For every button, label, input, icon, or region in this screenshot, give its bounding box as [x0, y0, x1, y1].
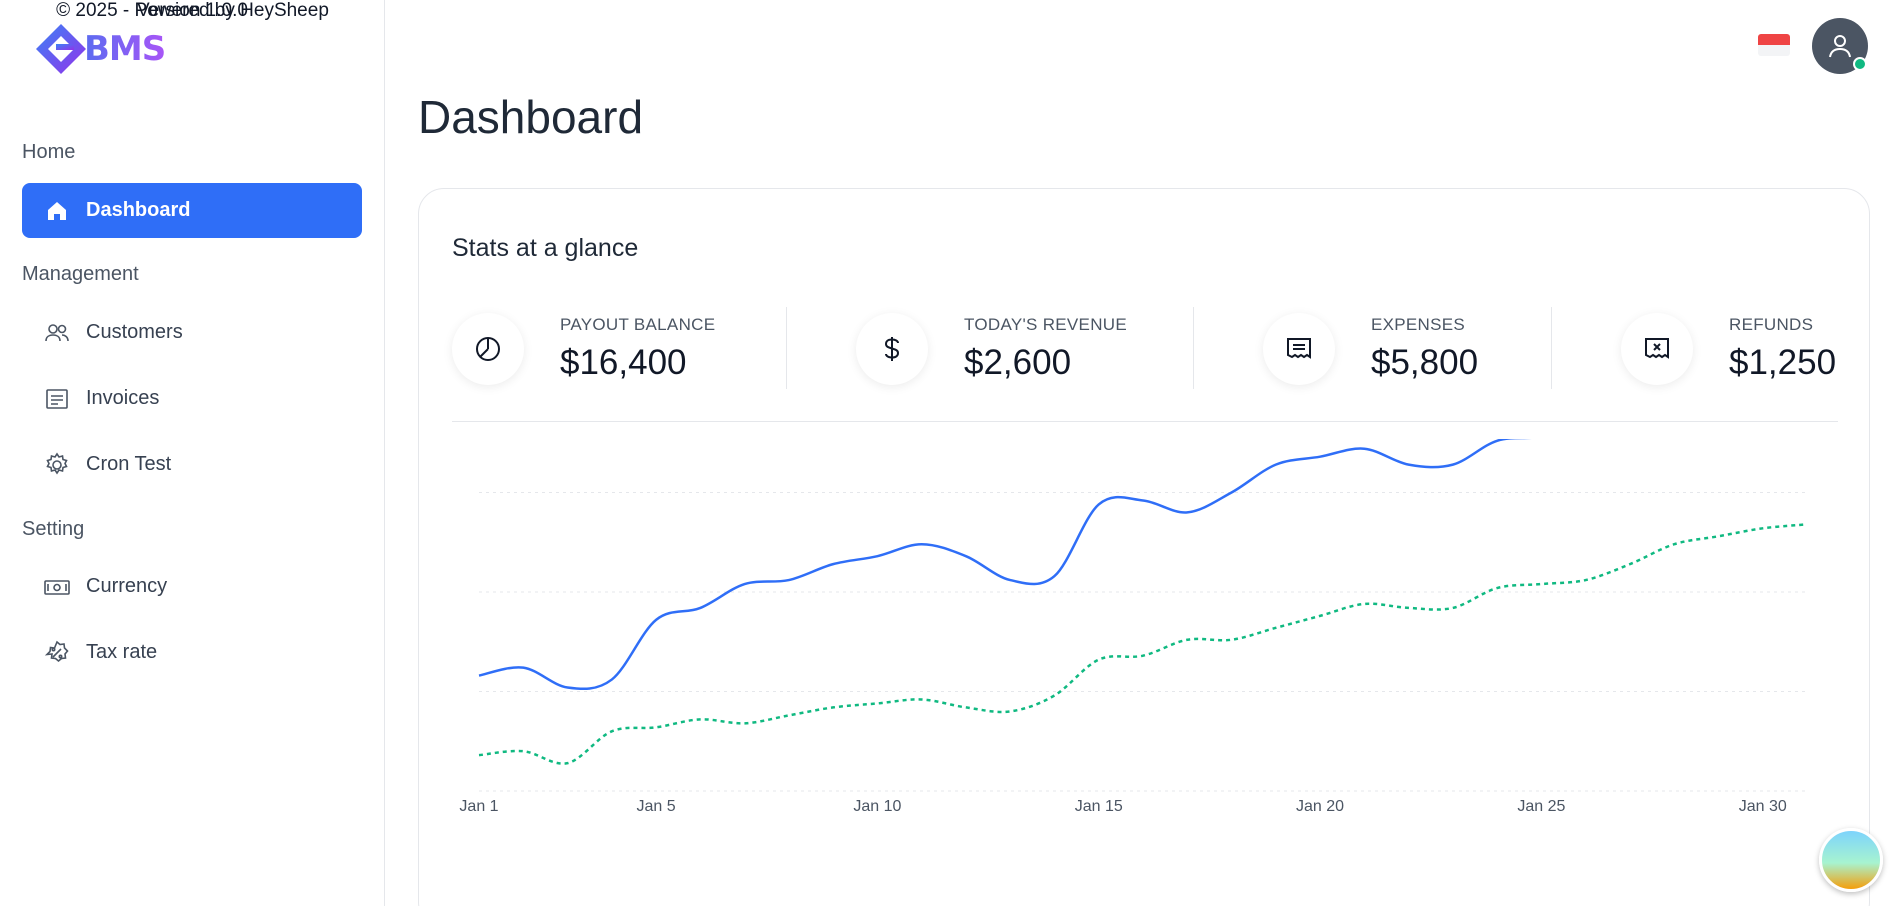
- nav-section-setting: Setting: [22, 518, 85, 540]
- percent-badge-icon: [44, 640, 70, 666]
- stats-card: Stats at a glance PAYOUT BALANCE $16,400…: [418, 188, 1870, 906]
- sidebar-item-label: Currency: [86, 575, 168, 597]
- x-tick-label: Jan 10: [853, 798, 901, 815]
- sidebar-item-currency[interactable]: Currency: [22, 559, 362, 614]
- footer-version: Version 1.0.0: [137, 0, 248, 21]
- series-line-1: [478, 439, 1533, 691]
- dollar-icon: [856, 313, 928, 385]
- stat-expenses: EXPENSES $5,800: [1263, 309, 1478, 389]
- sidebar-item-label: Customers: [86, 321, 183, 343]
- sidebar-item-invoices[interactable]: Invoices: [22, 371, 362, 426]
- sidebar-item-tax-rate[interactable]: Tax rate: [22, 625, 362, 680]
- stat-label: REFUNDS: [1729, 315, 1814, 334]
- stat-label: EXPENSES: [1371, 315, 1466, 334]
- gear-icon: [44, 452, 70, 478]
- x-tick-label: Jan 30: [1739, 798, 1787, 815]
- stat-divider: [1193, 307, 1194, 389]
- stat-label: PAYOUT BALANCE: [560, 315, 716, 334]
- stat-value: $5,800: [1371, 343, 1479, 382]
- stat-payout-balance: PAYOUT BALANCE $16,400: [452, 309, 715, 389]
- sidebar-item-label: Dashboard: [86, 199, 191, 221]
- stat-divider: [786, 307, 787, 389]
- sidebar-item-label: Invoices: [86, 387, 160, 409]
- card-title: Stats at a glance: [452, 234, 639, 262]
- series-line-2: [478, 523, 1808, 765]
- sidebar-item-label: Tax rate: [86, 641, 158, 663]
- refund-receipt-icon: [1621, 313, 1693, 385]
- nav-section-home: Home: [22, 141, 76, 163]
- receipt-icon: [1263, 313, 1335, 385]
- stat-refunds: REFUNDS $1,250: [1621, 309, 1836, 389]
- x-tick-label: Jan 1: [459, 798, 498, 815]
- online-status-badge: [1853, 57, 1867, 71]
- x-tick-label: Jan 15: [1075, 798, 1123, 815]
- revenue-line-chart: Jan 1 Jan 5 Jan 10 Jan 15 Jan 20 Jan 25 Jan 30: [459, 439, 1808, 815]
- invoice-icon: [44, 386, 70, 412]
- stat-todays-revenue: TODAY'S REVENUE $2,600: [856, 309, 1127, 389]
- sidebar-item-customers[interactable]: Customers: [22, 305, 362, 360]
- stats-divider-rule: [452, 421, 1838, 422]
- stat-divider: [1551, 307, 1552, 389]
- footer-copyright: © 2025 - Powered by HeySheep: [56, 0, 329, 21]
- logo-mark-icon: [36, 24, 86, 74]
- users-icon: [44, 320, 70, 346]
- nav-section-management: Management: [22, 263, 139, 285]
- x-tick-label: Jan 20: [1296, 798, 1344, 815]
- stat-value: $2,600: [964, 343, 1072, 382]
- x-tick-label: Jan 25: [1517, 798, 1565, 815]
- singapore-flag-icon[interactable]: [1758, 34, 1790, 56]
- brand-logo[interactable]: BMS: [34, 22, 166, 76]
- stat-value: $16,400: [560, 343, 687, 382]
- stat-value: $1,250: [1729, 343, 1837, 382]
- home-icon: [44, 198, 70, 224]
- brand-name: BMS: [84, 29, 166, 69]
- x-tick-label: Jan 5: [636, 798, 675, 815]
- stat-label: TODAY'S REVENUE: [964, 315, 1127, 334]
- banknote-icon: [44, 574, 70, 600]
- sidebar: BMS Home Dashboard Management Customers …: [0, 0, 385, 906]
- sidebar-item-label: Cron Test: [86, 453, 172, 475]
- sidebar-item-cron-test[interactable]: Cron Test: [22, 437, 362, 492]
- sidebar-item-dashboard[interactable]: Dashboard: [22, 183, 362, 238]
- beach-widget-icon[interactable]: [1819, 828, 1883, 892]
- pie-chart-icon: [452, 313, 524, 385]
- page-title: Dashboard: [418, 91, 644, 143]
